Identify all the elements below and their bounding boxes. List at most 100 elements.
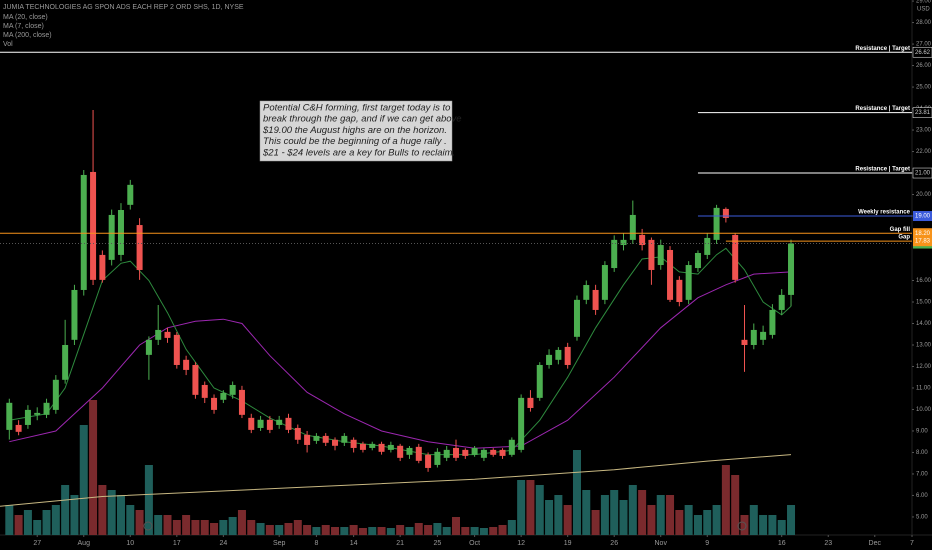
x-tick-label: 10 xyxy=(126,540,134,547)
volume-bar xyxy=(610,490,619,535)
y-tick-label: 14.00 xyxy=(916,321,932,327)
candle-body xyxy=(24,409,31,425)
volume-bar xyxy=(23,510,32,535)
y-tick-label: 23.00 xyxy=(916,128,932,134)
volume-bar xyxy=(70,495,79,535)
volume-bar xyxy=(656,495,665,535)
candle-body xyxy=(6,402,13,430)
x-tick-label: Aug xyxy=(78,540,91,547)
y-tick-label: 11.00 xyxy=(916,386,931,392)
candle-body xyxy=(90,171,97,280)
candle-body xyxy=(173,334,180,365)
x-tick-label: 9 xyxy=(705,540,709,547)
candle-body xyxy=(518,397,525,450)
y-tick-label: 26.00 xyxy=(916,63,932,69)
annotation-text: Potential C&H forming, first target toda… xyxy=(263,103,450,114)
y-tick-label: 25.00 xyxy=(916,85,932,91)
candle-body xyxy=(667,249,674,300)
volume-bar xyxy=(219,520,228,535)
volume-bar xyxy=(396,525,405,535)
candle-body xyxy=(238,389,245,415)
ma-line xyxy=(9,271,792,449)
candle-body xyxy=(741,339,748,345)
price-label-box xyxy=(912,46,932,58)
volume-bar xyxy=(554,495,563,535)
volume-bar xyxy=(424,525,433,535)
volume-bar xyxy=(200,520,209,535)
y-tick-label: 16.00 xyxy=(916,278,932,284)
price-line-name: Weekly resistance xyxy=(858,210,911,216)
x-tick-label: 26 xyxy=(610,540,618,547)
candle-body xyxy=(434,451,441,465)
annotation-box xyxy=(259,100,453,162)
price-line-name: Resistance | Target xyxy=(855,106,910,112)
volume-bar xyxy=(787,505,796,535)
candle-body xyxy=(52,379,59,410)
price-label: 18.20 xyxy=(915,231,931,237)
price-label-box xyxy=(913,228,932,239)
annotation-text: $21 - $24 levels are a key for Bulls to … xyxy=(262,147,455,158)
price-label: 21.00 xyxy=(915,171,931,177)
x-tick-label: 23 xyxy=(824,540,832,547)
volume-bar xyxy=(498,525,507,535)
x-tick-label: 24 xyxy=(219,540,227,547)
candle-body xyxy=(732,234,739,280)
volume-bar xyxy=(470,527,479,535)
candle-body xyxy=(145,339,152,355)
volume-bar xyxy=(340,527,349,535)
volume-bar xyxy=(386,528,395,535)
candle-body xyxy=(229,384,236,395)
x-tick-label: 12 xyxy=(517,540,525,547)
price-line-name: Gap fill xyxy=(890,227,911,233)
candle-body xyxy=(704,237,711,255)
candle-body xyxy=(71,289,78,340)
candle-body xyxy=(508,439,515,455)
volume-bar xyxy=(33,520,42,535)
x-tick-label: 16 xyxy=(778,540,786,547)
price-label: 17.83 xyxy=(915,239,931,245)
volume-bar xyxy=(526,480,535,535)
volume-bar xyxy=(759,515,768,535)
volume-bar xyxy=(79,425,88,535)
candle-body xyxy=(332,439,339,446)
volume-bar xyxy=(675,510,684,535)
volume-bar xyxy=(517,480,526,535)
volume-bar xyxy=(442,527,451,535)
volume-bar xyxy=(666,495,675,535)
volume-bar xyxy=(489,527,498,535)
y-tick-label: 29.00 xyxy=(916,0,932,5)
volume-bar xyxy=(144,465,153,535)
candle-body xyxy=(639,234,646,246)
annotation-text: This could be the beginning of a huge ra… xyxy=(263,136,447,147)
candle-body xyxy=(387,444,394,450)
candle-body xyxy=(99,254,106,280)
candle-body xyxy=(285,417,292,430)
candle-body xyxy=(555,349,562,360)
y-tick-label: 5.00 xyxy=(916,515,928,521)
candle-body xyxy=(788,243,795,295)
currency-label: USD xyxy=(917,7,930,13)
volume-bar xyxy=(628,485,637,535)
volume-bar xyxy=(749,505,758,535)
candle-body xyxy=(601,265,608,300)
candle-body xyxy=(629,214,636,240)
volume-bar xyxy=(191,520,200,535)
volume-bar xyxy=(479,528,488,535)
volume-bar xyxy=(5,505,14,535)
volume-bar xyxy=(237,510,246,535)
candle-body xyxy=(220,392,227,400)
candle-body xyxy=(592,289,599,310)
x-tick-label: 21 xyxy=(396,540,404,547)
volume-bar xyxy=(275,525,284,535)
volume-bar xyxy=(51,505,60,535)
volume-bar xyxy=(563,505,572,535)
volume-bar xyxy=(777,520,786,535)
volume-bar xyxy=(42,510,51,535)
y-tick-label: 20.00 xyxy=(916,192,932,198)
y-tick-label: 6.00 xyxy=(916,493,928,499)
x-tick-label: Nov xyxy=(655,540,668,547)
x-tick-label: 19 xyxy=(564,540,572,547)
candle-body xyxy=(480,449,487,458)
volume-bar xyxy=(684,505,693,535)
candle-body xyxy=(304,434,311,445)
